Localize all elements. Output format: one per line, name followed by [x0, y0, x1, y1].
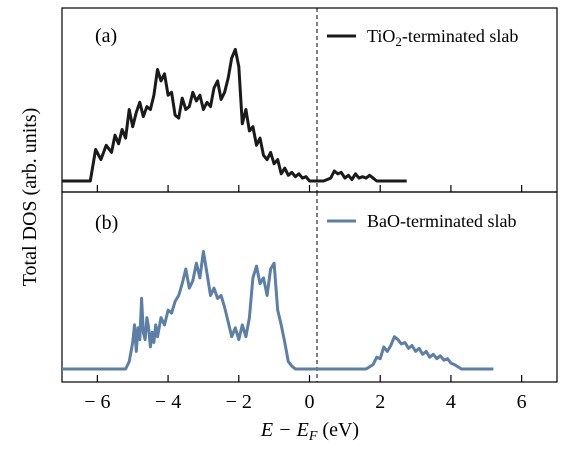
panel-b-label: (b)	[95, 212, 118, 234]
panel-a-label: (a)	[95, 25, 117, 47]
x-tick-label: 4	[446, 391, 456, 413]
panel-a: (a) TiO2-terminated slab	[61, 7, 558, 193]
x-axis-label: E − EF (eV)	[260, 419, 359, 444]
x-axis-ticks: − 6 − 4 − 2 0 2 4 6	[84, 185, 527, 413]
panel-a-legend-text: TiO2-terminated slab	[367, 26, 518, 49]
x-tick-label: 6	[517, 391, 527, 413]
panel-b-legend-text: BaO-terminated slab	[367, 211, 516, 231]
panel-b: (b) BaO-terminated slab	[61, 191, 558, 383]
y-axis-label: Total DOS (arb. units)	[19, 108, 41, 287]
x-tick-label: − 6	[84, 391, 110, 413]
x-tick-label: 2	[375, 391, 385, 413]
x-tick-label: 0	[305, 391, 315, 413]
x-tick-label: − 2	[226, 391, 252, 413]
x-tick-label: − 4	[155, 391, 181, 413]
panel-a-dos-curve	[62, 47, 407, 183]
panel-b-dos-curve	[62, 249, 494, 371]
